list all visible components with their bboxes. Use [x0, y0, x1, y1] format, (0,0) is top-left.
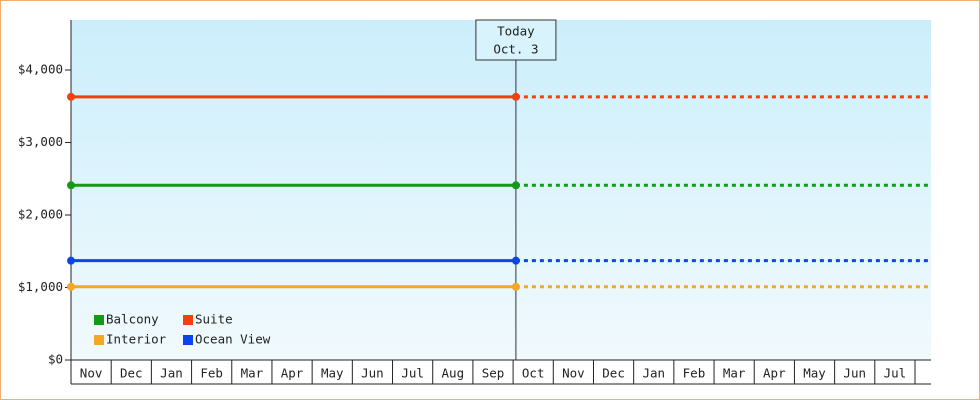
plot-area [71, 20, 931, 360]
x-tick-label: Dec [120, 366, 143, 381]
point [511, 92, 520, 101]
x-tick-label: Jul [401, 366, 424, 381]
point [511, 181, 520, 190]
x-tick-label: Sep [482, 366, 505, 381]
today-box [475, 19, 557, 61]
legend-label: Suite [195, 312, 233, 327]
legend-swatch [183, 335, 193, 345]
x-tick-label: Jun [361, 366, 384, 381]
x-tick-label: Feb [683, 366, 706, 381]
y-tick-label: $3,000 [18, 134, 63, 149]
x-tick-label: Jan [160, 366, 183, 381]
x-tick-label: Jul [884, 366, 907, 381]
x-tick-label: Feb [200, 366, 223, 381]
legend-swatch [94, 335, 104, 345]
x-tick-label: Mar [241, 366, 264, 381]
point [511, 256, 520, 265]
point [67, 282, 75, 291]
x-tick-label: May [321, 366, 344, 381]
x-tick-label: Aug [442, 366, 465, 381]
x-tick-label: Apr [281, 366, 304, 381]
x-tick-label: Nov [562, 366, 585, 381]
legend-swatch [183, 315, 193, 325]
today-label: Oct. 3 [493, 42, 538, 57]
legend-swatch [94, 315, 104, 325]
legend-label: Interior [106, 332, 167, 347]
legend-label: Ocean View [195, 332, 271, 347]
x-tick-label: Dec [602, 366, 625, 381]
y-tick-label: $0 [48, 352, 63, 367]
point [67, 92, 75, 101]
x-tick-label: May [803, 366, 826, 381]
x-tick-label: Jan [642, 366, 665, 381]
y-tick-label: $1,000 [18, 279, 63, 294]
today-label: Today [497, 24, 535, 39]
point [511, 282, 520, 291]
y-tick-label: $2,000 [18, 207, 63, 222]
x-tick-label: Jun [843, 366, 866, 381]
legend-label: Balcony [106, 312, 159, 327]
point [67, 181, 75, 190]
y-tick-label: $4,000 [18, 62, 63, 77]
x-tick-label: Oct [522, 366, 545, 381]
x-tick-label: Nov [80, 366, 103, 381]
x-tick-label: Apr [763, 366, 786, 381]
point [67, 256, 75, 265]
x-tick-label: Mar [723, 366, 746, 381]
